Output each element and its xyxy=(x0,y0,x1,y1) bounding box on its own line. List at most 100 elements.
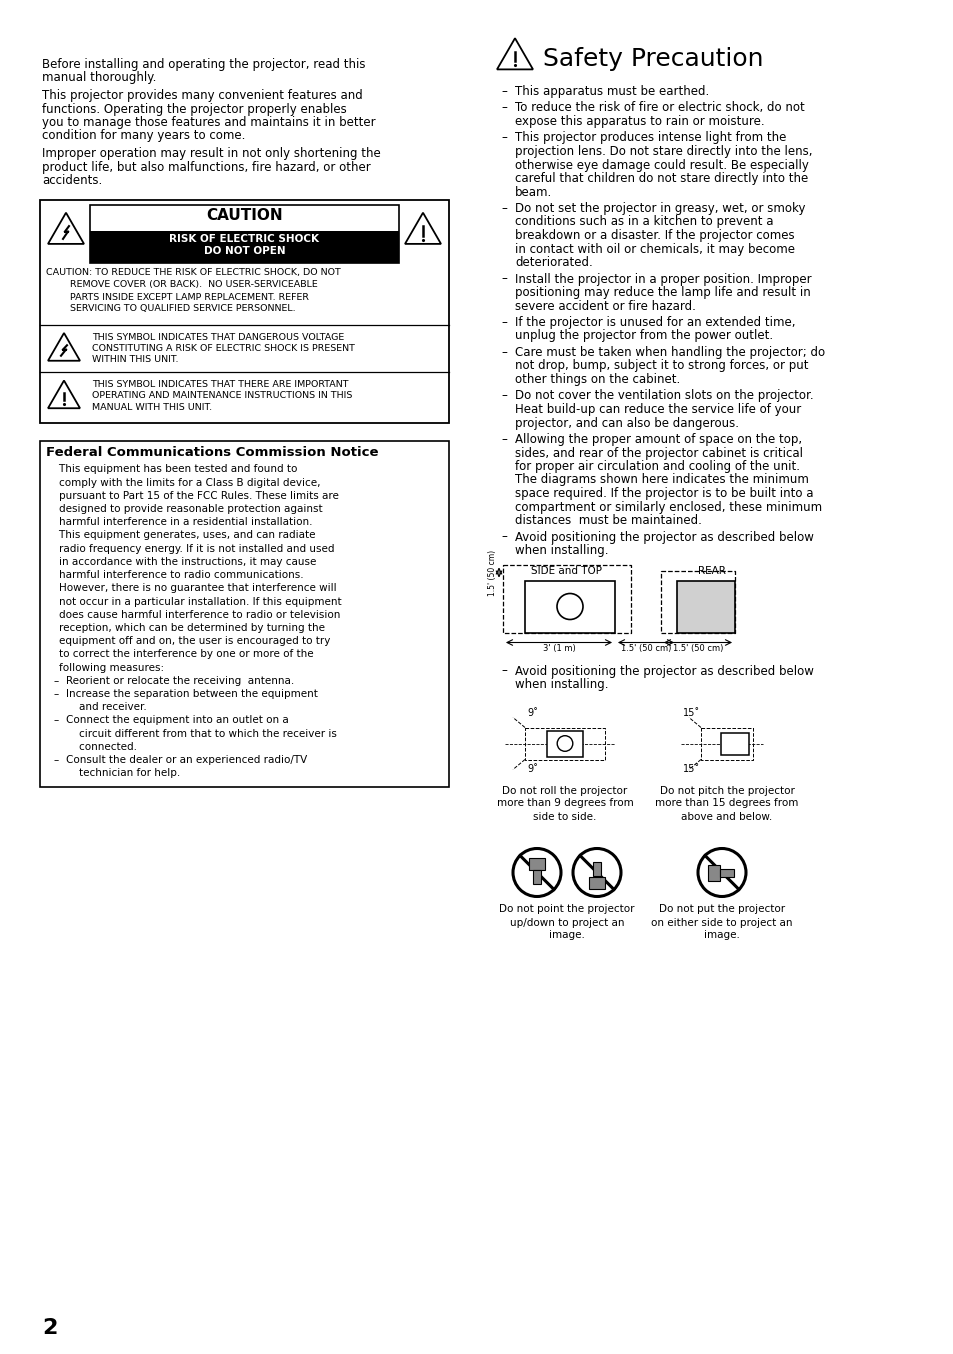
Text: product life, but also malfunctions, fire hazard, or other: product life, but also malfunctions, fir… xyxy=(42,161,371,173)
Text: Do not point the projector: Do not point the projector xyxy=(498,904,634,914)
Text: CAUTION: TO REDUCE THE RISK OF ELECTRIC SHOCK, DO NOT: CAUTION: TO REDUCE THE RISK OF ELECTRIC … xyxy=(46,268,340,278)
Text: designed to provide reasonable protection against: designed to provide reasonable protectio… xyxy=(46,504,322,515)
Text: WITHIN THIS UNIT.: WITHIN THIS UNIT. xyxy=(91,356,178,364)
Bar xyxy=(529,857,544,869)
Bar xyxy=(40,440,449,787)
Text: –: – xyxy=(54,756,59,765)
Text: image.: image. xyxy=(549,930,584,941)
Bar xyxy=(677,581,734,632)
Bar xyxy=(90,204,398,263)
Text: –: – xyxy=(500,131,506,145)
Text: REAR: REAR xyxy=(698,566,725,577)
Text: 9˚: 9˚ xyxy=(526,764,537,773)
Text: in accordance with the instructions, it may cause: in accordance with the instructions, it … xyxy=(46,556,316,567)
Text: THIS SYMBOL INDICATES THAT THERE ARE IMPORTANT: THIS SYMBOL INDICATES THAT THERE ARE IMP… xyxy=(91,380,348,389)
Text: –: – xyxy=(500,315,506,329)
Text: circuit different from that to which the receiver is: circuit different from that to which the… xyxy=(66,728,336,738)
Text: SIDE and TOP: SIDE and TOP xyxy=(531,566,602,577)
Text: 3' (1 m): 3' (1 m) xyxy=(542,645,575,654)
Text: 1.5' (50 cm): 1.5' (50 cm) xyxy=(672,645,722,654)
Text: SERVICING TO QUALIFIED SERVICE PERSONNEL.: SERVICING TO QUALIFIED SERVICE PERSONNEL… xyxy=(46,305,295,314)
Text: in contact with oil or chemicals, it may become: in contact with oil or chemicals, it may… xyxy=(515,242,794,256)
Text: side to side.: side to side. xyxy=(533,811,596,822)
Text: radio frequency energy. If it is not installed and used: radio frequency energy. If it is not ins… xyxy=(46,544,335,554)
Text: conditions such as in a kitchen to prevent a: conditions such as in a kitchen to preve… xyxy=(515,215,773,229)
Text: MANUAL WITH THIS UNIT.: MANUAL WITH THIS UNIT. xyxy=(91,403,212,412)
Text: Allowing the proper amount of space on the top,: Allowing the proper amount of space on t… xyxy=(515,433,801,445)
Text: you to manage those features and maintains it in better: you to manage those features and maintai… xyxy=(42,116,375,129)
Text: not occur in a particular installation. If this equipment: not occur in a particular installation. … xyxy=(46,597,341,607)
Text: Do not cover the ventilation slots on the projector.: Do not cover the ventilation slots on th… xyxy=(515,390,813,402)
Text: compartment or similarly enclosed, these minimum: compartment or similarly enclosed, these… xyxy=(515,501,821,513)
Text: –: – xyxy=(54,715,59,726)
Text: accidents.: accidents. xyxy=(42,175,102,187)
Text: space required. If the projector is to be built into a: space required. If the projector is to b… xyxy=(515,487,813,500)
Text: projector, and can also be dangerous.: projector, and can also be dangerous. xyxy=(515,417,739,429)
Text: more than 15 degrees from: more than 15 degrees from xyxy=(655,799,798,808)
Text: PARTS INSIDE EXCEPT LAMP REPLACEMENT. REFER: PARTS INSIDE EXCEPT LAMP REPLACEMENT. RE… xyxy=(46,292,309,302)
Text: 15˚: 15˚ xyxy=(682,764,700,773)
Text: –: – xyxy=(500,347,506,359)
Text: RISK OF ELECTRIC SHOCK: RISK OF ELECTRIC SHOCK xyxy=(170,233,319,244)
Text: THIS SYMBOL INDICATES THAT DANGEROUS VOLTAGE: THIS SYMBOL INDICATES THAT DANGEROUS VOL… xyxy=(91,333,344,341)
Text: sides, and rear of the projector cabinet is critical: sides, and rear of the projector cabinet… xyxy=(515,447,802,459)
Text: not drop, bump, subject it to strong forces, or put: not drop, bump, subject it to strong for… xyxy=(515,360,807,372)
Bar xyxy=(533,869,540,884)
Text: above and below.: above and below. xyxy=(680,811,772,822)
Text: Reorient or relocate the receiving  antenna.: Reorient or relocate the receiving anten… xyxy=(66,676,294,685)
Text: Install the projector in a proper position. Improper: Install the projector in a proper positi… xyxy=(515,272,811,286)
Text: severe accident or fire hazard.: severe accident or fire hazard. xyxy=(515,299,695,313)
Text: To reduce the risk of fire or electric shock, do not: To reduce the risk of fire or electric s… xyxy=(515,102,804,115)
Text: OPERATING AND MAINTENANCE INSTRUCTIONS IN THIS: OPERATING AND MAINTENANCE INSTRUCTIONS I… xyxy=(91,391,352,401)
Text: pursuant to Part 15 of the FCC Rules. These limits are: pursuant to Part 15 of the FCC Rules. Th… xyxy=(46,492,338,501)
Text: and receiver.: and receiver. xyxy=(66,703,147,712)
Text: distances  must be maintained.: distances must be maintained. xyxy=(515,515,701,527)
Text: –: – xyxy=(500,390,506,402)
Text: to correct the interference by one or more of the: to correct the interference by one or mo… xyxy=(46,650,314,659)
Text: following measures:: following measures: xyxy=(46,662,164,673)
Text: expose this apparatus to rain or moisture.: expose this apparatus to rain or moistur… xyxy=(515,115,763,129)
Text: –: – xyxy=(500,102,506,115)
Text: harmful interference in a residential installation.: harmful interference in a residential in… xyxy=(46,517,313,527)
Text: –: – xyxy=(500,85,506,97)
Text: DO NOT OPEN: DO NOT OPEN xyxy=(204,245,285,256)
Text: connected.: connected. xyxy=(66,742,137,751)
Text: breakdown or a disaster. If the projector comes: breakdown or a disaster. If the projecto… xyxy=(515,229,794,242)
Text: comply with the limits for a Class B digital device,: comply with the limits for a Class B dig… xyxy=(46,478,320,487)
Text: Avoid positioning the projector as described below: Avoid positioning the projector as descr… xyxy=(515,531,813,543)
Text: functions. Operating the projector properly enables: functions. Operating the projector prope… xyxy=(42,103,346,115)
Text: CAUTION: CAUTION xyxy=(206,209,282,223)
Text: This equipment generates, uses, and can radiate: This equipment generates, uses, and can … xyxy=(46,531,315,540)
Text: –: – xyxy=(500,665,506,677)
Text: manual thoroughly.: manual thoroughly. xyxy=(42,72,156,84)
Text: deteriorated.: deteriorated. xyxy=(515,256,592,269)
Text: Safety Precaution: Safety Precaution xyxy=(542,47,762,70)
Text: 15˚: 15˚ xyxy=(682,708,700,718)
Bar xyxy=(90,230,398,263)
Text: image.: image. xyxy=(703,930,740,941)
Text: REMOVE COVER (OR BACK).  NO USER-SERVICEABLE: REMOVE COVER (OR BACK). NO USER-SERVICEA… xyxy=(46,280,317,290)
Text: positioning may reduce the lamp life and result in: positioning may reduce the lamp life and… xyxy=(515,286,810,299)
Text: –: – xyxy=(54,676,59,685)
Text: Avoid positioning the projector as described below: Avoid positioning the projector as descr… xyxy=(515,665,813,677)
Text: Do not roll the projector: Do not roll the projector xyxy=(502,785,627,796)
Text: when installing.: when installing. xyxy=(515,678,608,691)
Bar xyxy=(707,864,720,880)
Text: reception, which can be determined by turning the: reception, which can be determined by tu… xyxy=(46,623,325,632)
Text: –: – xyxy=(54,689,59,699)
Text: Improper operation may result in not only shortening the: Improper operation may result in not onl… xyxy=(42,148,380,160)
Text: Increase the separation between the equipment: Increase the separation between the equi… xyxy=(66,689,317,699)
Bar xyxy=(40,199,449,422)
Text: otherwise eye damage could result. Be especially: otherwise eye damage could result. Be es… xyxy=(515,158,808,172)
Bar xyxy=(593,861,600,876)
Text: 2: 2 xyxy=(42,1317,57,1338)
Text: up/down to project an: up/down to project an xyxy=(509,918,623,927)
Text: –: – xyxy=(500,202,506,215)
Text: beam.: beam. xyxy=(515,185,552,199)
Text: equipment off and on, the user is encouraged to try: equipment off and on, the user is encour… xyxy=(46,636,330,646)
Text: Care must be taken when handling the projector; do: Care must be taken when handling the pro… xyxy=(515,347,824,359)
Text: Do not set the projector in greasy, wet, or smoky: Do not set the projector in greasy, wet,… xyxy=(515,202,804,215)
Text: The diagrams shown here indicates the minimum: The diagrams shown here indicates the mi… xyxy=(515,474,808,486)
Text: technician for help.: technician for help. xyxy=(66,768,180,779)
Bar xyxy=(588,876,604,888)
